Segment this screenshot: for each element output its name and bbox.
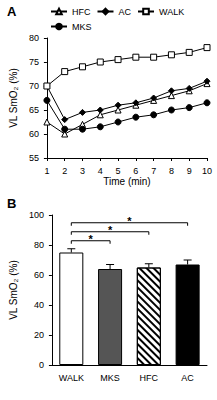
svg-text:B: B <box>7 196 16 211</box>
svg-text:MKS: MKS <box>100 373 120 383</box>
svg-text:WALK: WALK <box>59 373 84 383</box>
svg-text:9: 9 <box>187 166 192 176</box>
svg-text:A: A <box>7 4 17 19</box>
svg-text:75: 75 <box>29 57 39 67</box>
svg-text:40: 40 <box>34 300 44 310</box>
svg-text:MKS: MKS <box>72 22 92 32</box>
svg-text:70: 70 <box>29 81 39 91</box>
svg-text:80: 80 <box>29 33 39 43</box>
svg-text:80: 80 <box>34 240 44 250</box>
svg-text:VL SmO₂ (%): VL SmO₂ (%) <box>8 68 19 128</box>
svg-text:*: * <box>127 215 132 227</box>
svg-text:55: 55 <box>29 153 39 163</box>
svg-text:8: 8 <box>169 166 174 176</box>
svg-text:3: 3 <box>80 166 85 176</box>
svg-text:0: 0 <box>39 360 44 370</box>
svg-text:VL SmO₂ (%): VL SmO₂ (%) <box>8 260 19 320</box>
svg-text:4: 4 <box>98 166 103 176</box>
svg-text:5: 5 <box>116 166 121 176</box>
svg-text:6: 6 <box>133 166 138 176</box>
svg-text:10: 10 <box>202 166 212 176</box>
svg-text:Time (min): Time (min) <box>103 176 150 187</box>
svg-text:2: 2 <box>62 166 67 176</box>
svg-text:60: 60 <box>29 129 39 139</box>
svg-text:*: * <box>108 224 113 236</box>
svg-text:HFC: HFC <box>72 7 91 17</box>
svg-text:20: 20 <box>34 330 44 340</box>
svg-text:60: 60 <box>34 270 44 280</box>
svg-text:AC: AC <box>118 7 131 17</box>
svg-text:HFC: HFC <box>140 373 159 383</box>
svg-text:7: 7 <box>151 166 156 176</box>
svg-text:*: * <box>89 233 94 245</box>
svg-text:WALK: WALK <box>159 7 184 17</box>
svg-text:100: 100 <box>29 210 44 220</box>
svg-text:65: 65 <box>29 105 39 115</box>
svg-text:AC: AC <box>181 373 194 383</box>
svg-text:1: 1 <box>44 166 49 176</box>
